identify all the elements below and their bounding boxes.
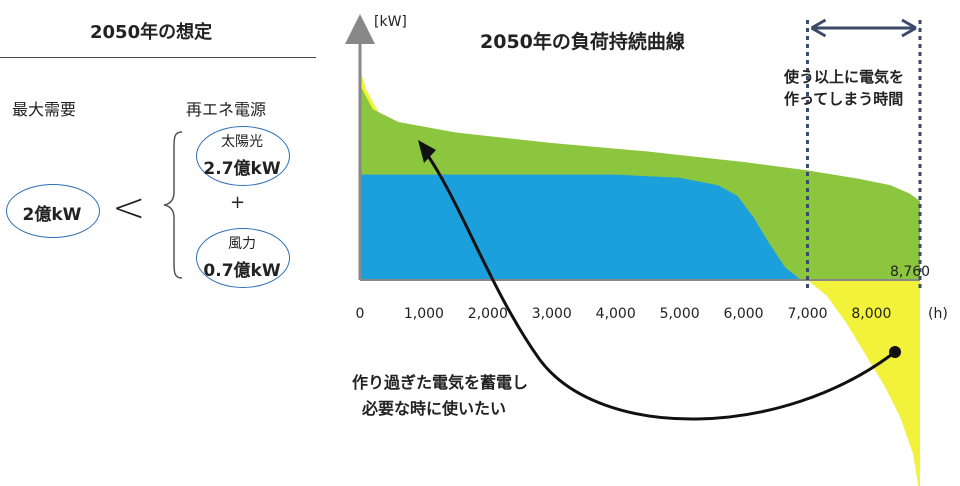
- curly-brace-icon: [163, 131, 183, 279]
- y-axis-label: [kW]: [374, 14, 407, 30]
- series-blue-area: [360, 174, 808, 280]
- surplus-arrowhead-left: [810, 18, 827, 38]
- chart-title: 2050年の負荷持続曲線: [480, 30, 685, 53]
- peak-demand-oval: [6, 184, 100, 238]
- surplus-text-2: 作ってしまう時間: [784, 90, 903, 108]
- annotation-layer: 0 1,000 2,000 3,000 4,000 5,000 6,000 7,000 8,00…: [345, 14, 922, 421]
- storage-text-2: 必要な時に使いたい: [361, 399, 506, 418]
- storage-text-1: 作り過ぎた電気を蓄電し: [352, 373, 528, 392]
- x-end-label: 8,760: [890, 264, 930, 280]
- x-tick-label: 5,000: [660, 306, 700, 322]
- x-tick-label: 2,000: [468, 306, 508, 322]
- x-tick-label: 8,000: [851, 306, 891, 322]
- storage-curved-arrow: [422, 149, 896, 421]
- renewable-label: 再エネ電源: [186, 100, 267, 119]
- surplus-text-1: 使う以上に電気を: [783, 68, 904, 86]
- less-than-symbol: <: [112, 185, 146, 231]
- peak-demand-label: 最大需要: [12, 100, 77, 119]
- wind-name: 風力: [228, 236, 256, 252]
- assumption-title: 2050年の想定: [90, 22, 213, 43]
- x-axis-label: (h): [928, 306, 948, 322]
- title-divider: [0, 57, 316, 58]
- peak-demand-value: 2億kW: [22, 205, 82, 225]
- surplus-arrowhead-right: [901, 18, 917, 38]
- solar-oval: [196, 126, 290, 186]
- storage-start-dot: [889, 346, 901, 358]
- x-tick-label: 1,000: [404, 306, 444, 322]
- x-tick-label: 4,000: [596, 306, 636, 322]
- x-tick-label: 7,000: [787, 306, 827, 322]
- x-tick-label: 6,000: [724, 306, 764, 322]
- plus-symbol: +: [230, 192, 246, 213]
- solar-value: 2.7億kW: [203, 159, 281, 179]
- solar-name: 太陽光: [221, 134, 263, 150]
- x-tick-label: 0: [356, 306, 365, 322]
- wind-oval: [196, 228, 290, 288]
- storage-arrowhead: [418, 140, 436, 163]
- x-tick-label: 3,000: [532, 306, 572, 322]
- wind-value: 0.7億kW: [203, 261, 281, 281]
- series-layer: [360, 69, 920, 486]
